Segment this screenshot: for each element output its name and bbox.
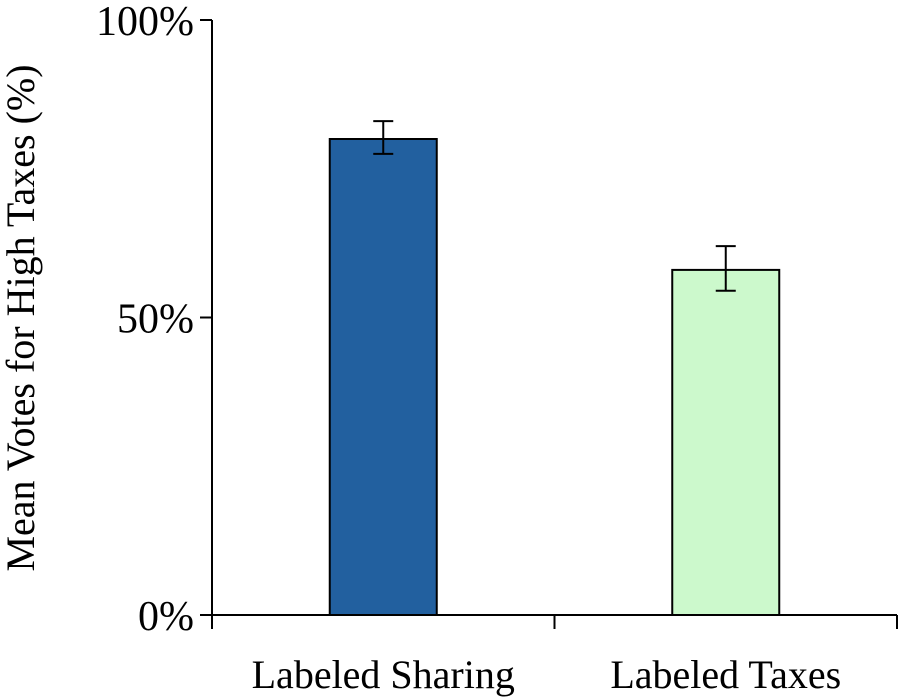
bar-labeled-sharing bbox=[328, 138, 438, 616]
y-tick-label: 50% bbox=[117, 297, 194, 343]
x-category-label: Labeled Sharing bbox=[252, 652, 515, 697]
bar-labeled-taxes bbox=[671, 268, 781, 616]
axes bbox=[200, 19, 898, 629]
y-tick-label: 100% bbox=[96, 0, 194, 45]
y-axis-title: Mean Votes for High Taxes (%) bbox=[0, 64, 43, 571]
y-tick-label: 0% bbox=[138, 594, 194, 640]
bars bbox=[328, 120, 781, 616]
x-category-label: Labeled Taxes bbox=[610, 652, 841, 697]
tick-labels: 0% 50% 100% Labeled Sharing Labeled Taxes bbox=[96, 0, 841, 697]
